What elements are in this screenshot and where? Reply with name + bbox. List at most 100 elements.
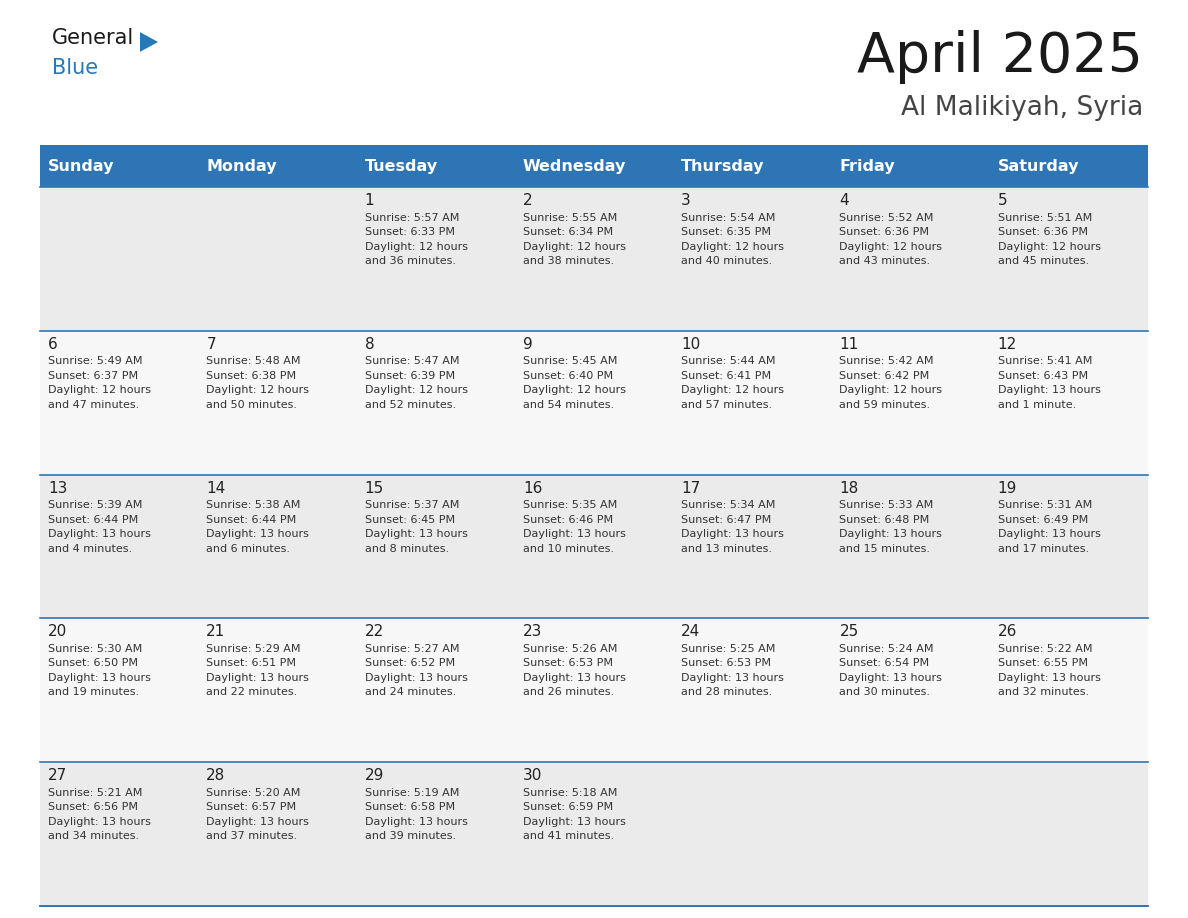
Text: Daylight: 13 hours: Daylight: 13 hours <box>998 386 1100 396</box>
Text: Daylight: 13 hours: Daylight: 13 hours <box>681 673 784 683</box>
Bar <box>514 619 674 762</box>
Text: and 28 minutes.: and 28 minutes. <box>681 688 772 698</box>
Text: and 10 minutes.: and 10 minutes. <box>523 543 614 554</box>
Bar <box>674 145 832 187</box>
Text: Sunrise: 5:42 AM: Sunrise: 5:42 AM <box>840 356 934 366</box>
Text: Daylight: 13 hours: Daylight: 13 hours <box>998 529 1100 539</box>
Text: 23: 23 <box>523 624 542 640</box>
Text: Sunrise: 5:19 AM: Sunrise: 5:19 AM <box>365 788 459 798</box>
Bar <box>198 475 356 619</box>
Text: Sunrise: 5:24 AM: Sunrise: 5:24 AM <box>840 644 934 654</box>
Bar <box>832 330 990 475</box>
Bar <box>990 330 1148 475</box>
Text: Sunset: 6:36 PM: Sunset: 6:36 PM <box>998 227 1088 237</box>
Bar <box>990 619 1148 762</box>
Text: 1: 1 <box>365 193 374 208</box>
Polygon shape <box>140 32 158 52</box>
Text: Daylight: 13 hours: Daylight: 13 hours <box>48 817 151 827</box>
Text: Sunset: 6:33 PM: Sunset: 6:33 PM <box>365 227 455 237</box>
Bar <box>514 475 674 619</box>
Text: Daylight: 13 hours: Daylight: 13 hours <box>48 673 151 683</box>
Text: and 59 minutes.: and 59 minutes. <box>840 400 930 409</box>
Text: and 4 minutes.: and 4 minutes. <box>48 543 132 554</box>
Text: 27: 27 <box>48 768 68 783</box>
Text: Daylight: 13 hours: Daylight: 13 hours <box>365 817 467 827</box>
Text: 30: 30 <box>523 768 542 783</box>
Text: Sunrise: 5:29 AM: Sunrise: 5:29 AM <box>207 644 301 654</box>
Text: Sunset: 6:36 PM: Sunset: 6:36 PM <box>840 227 929 237</box>
Text: and 43 minutes.: and 43 minutes. <box>840 256 930 266</box>
Text: Daylight: 13 hours: Daylight: 13 hours <box>207 817 309 827</box>
Text: 7: 7 <box>207 337 216 352</box>
Text: Sunrise: 5:25 AM: Sunrise: 5:25 AM <box>681 644 776 654</box>
Text: Sunrise: 5:31 AM: Sunrise: 5:31 AM <box>998 500 1092 510</box>
Text: Sunrise: 5:57 AM: Sunrise: 5:57 AM <box>365 213 459 222</box>
Bar <box>832 145 990 187</box>
Text: and 34 minutes.: and 34 minutes. <box>48 832 139 841</box>
Text: Daylight: 12 hours: Daylight: 12 hours <box>840 386 942 396</box>
Text: Sunset: 6:42 PM: Sunset: 6:42 PM <box>840 371 930 381</box>
Text: April 2025: April 2025 <box>857 30 1143 84</box>
Text: and 13 minutes.: and 13 minutes. <box>681 543 772 554</box>
Text: Sunrise: 5:22 AM: Sunrise: 5:22 AM <box>998 644 1092 654</box>
Text: Sunrise: 5:35 AM: Sunrise: 5:35 AM <box>523 500 617 510</box>
Text: Daylight: 13 hours: Daylight: 13 hours <box>523 817 626 827</box>
Bar <box>832 762 990 906</box>
Bar <box>832 187 990 330</box>
Text: Sunrise: 5:38 AM: Sunrise: 5:38 AM <box>207 500 301 510</box>
Bar <box>356 475 514 619</box>
Text: Sunrise: 5:45 AM: Sunrise: 5:45 AM <box>523 356 618 366</box>
Text: and 38 minutes.: and 38 minutes. <box>523 256 614 266</box>
Text: Sunrise: 5:34 AM: Sunrise: 5:34 AM <box>681 500 776 510</box>
Bar <box>674 475 832 619</box>
Text: Sunrise: 5:51 AM: Sunrise: 5:51 AM <box>998 213 1092 222</box>
Text: Sunset: 6:56 PM: Sunset: 6:56 PM <box>48 802 138 812</box>
Text: Sunset: 6:58 PM: Sunset: 6:58 PM <box>365 802 455 812</box>
Bar <box>198 187 356 330</box>
Text: 4: 4 <box>840 193 849 208</box>
Text: Sunset: 6:51 PM: Sunset: 6:51 PM <box>207 658 296 668</box>
Text: Sunset: 6:53 PM: Sunset: 6:53 PM <box>523 658 613 668</box>
Text: 21: 21 <box>207 624 226 640</box>
Text: Sunset: 6:35 PM: Sunset: 6:35 PM <box>681 227 771 237</box>
Bar <box>198 330 356 475</box>
Text: 19: 19 <box>998 481 1017 496</box>
Text: Sunrise: 5:26 AM: Sunrise: 5:26 AM <box>523 644 618 654</box>
Text: Daylight: 12 hours: Daylight: 12 hours <box>523 386 626 396</box>
Text: Sunset: 6:57 PM: Sunset: 6:57 PM <box>207 802 297 812</box>
Text: and 54 minutes.: and 54 minutes. <box>523 400 614 409</box>
Bar <box>40 145 198 187</box>
Text: and 24 minutes.: and 24 minutes. <box>365 688 456 698</box>
Bar <box>674 762 832 906</box>
Bar <box>40 475 198 619</box>
Bar <box>198 762 356 906</box>
Bar <box>832 619 990 762</box>
Text: 26: 26 <box>998 624 1017 640</box>
Text: Daylight: 13 hours: Daylight: 13 hours <box>523 529 626 539</box>
Text: 25: 25 <box>840 624 859 640</box>
Text: 6: 6 <box>48 337 58 352</box>
Text: #1a1a1a: #1a1a1a <box>52 28 58 29</box>
Text: Sunset: 6:47 PM: Sunset: 6:47 PM <box>681 515 771 525</box>
Text: and 8 minutes.: and 8 minutes. <box>365 543 449 554</box>
Text: Sunrise: 5:30 AM: Sunrise: 5:30 AM <box>48 644 143 654</box>
Text: and 15 minutes.: and 15 minutes. <box>840 543 930 554</box>
Text: 17: 17 <box>681 481 701 496</box>
Text: Sunrise: 5:52 AM: Sunrise: 5:52 AM <box>840 213 934 222</box>
Text: 14: 14 <box>207 481 226 496</box>
Text: Daylight: 12 hours: Daylight: 12 hours <box>365 241 468 252</box>
Bar <box>990 187 1148 330</box>
Text: Sunrise: 5:18 AM: Sunrise: 5:18 AM <box>523 788 618 798</box>
Text: Wednesday: Wednesday <box>523 159 626 174</box>
Text: 10: 10 <box>681 337 701 352</box>
Text: Sunset: 6:46 PM: Sunset: 6:46 PM <box>523 515 613 525</box>
Text: Daylight: 12 hours: Daylight: 12 hours <box>840 241 942 252</box>
Text: Sunrise: 5:44 AM: Sunrise: 5:44 AM <box>681 356 776 366</box>
Text: and 26 minutes.: and 26 minutes. <box>523 688 614 698</box>
Text: Sunrise: 5:49 AM: Sunrise: 5:49 AM <box>48 356 143 366</box>
Text: Sunrise: 5:55 AM: Sunrise: 5:55 AM <box>523 213 617 222</box>
Bar <box>674 330 832 475</box>
Text: Daylight: 13 hours: Daylight: 13 hours <box>365 673 467 683</box>
Text: Daylight: 13 hours: Daylight: 13 hours <box>840 673 942 683</box>
Text: 16: 16 <box>523 481 542 496</box>
